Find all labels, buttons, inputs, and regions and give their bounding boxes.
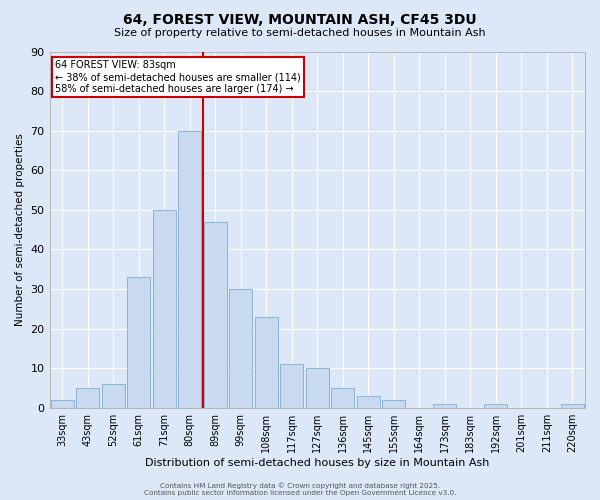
Bar xyxy=(382,400,405,407)
Bar xyxy=(127,277,150,407)
Bar xyxy=(331,388,354,407)
Bar xyxy=(204,222,227,408)
Bar xyxy=(102,384,125,407)
Bar xyxy=(484,404,507,407)
Bar xyxy=(76,388,99,407)
Bar xyxy=(255,316,278,408)
Text: Contains HM Land Registry data © Crown copyright and database right 2025.: Contains HM Land Registry data © Crown c… xyxy=(160,482,440,489)
Text: Size of property relative to semi-detached houses in Mountain Ash: Size of property relative to semi-detach… xyxy=(114,28,486,38)
Text: 64 FOREST VIEW: 83sqm
← 38% of semi-detached houses are smaller (114)
58% of sem: 64 FOREST VIEW: 83sqm ← 38% of semi-deta… xyxy=(55,60,301,94)
Bar xyxy=(561,404,584,407)
Bar xyxy=(433,404,456,407)
Y-axis label: Number of semi-detached properties: Number of semi-detached properties xyxy=(15,133,25,326)
Bar xyxy=(306,368,329,408)
Bar xyxy=(357,396,380,407)
Bar xyxy=(280,364,303,408)
Bar xyxy=(178,130,201,407)
Bar xyxy=(229,289,252,408)
Bar xyxy=(153,210,176,408)
Text: 64, FOREST VIEW, MOUNTAIN ASH, CF45 3DU: 64, FOREST VIEW, MOUNTAIN ASH, CF45 3DU xyxy=(123,12,477,26)
Text: Contains public sector information licensed under the Open Government Licence v3: Contains public sector information licen… xyxy=(144,490,456,496)
Bar xyxy=(51,400,74,407)
X-axis label: Distribution of semi-detached houses by size in Mountain Ash: Distribution of semi-detached houses by … xyxy=(145,458,490,468)
